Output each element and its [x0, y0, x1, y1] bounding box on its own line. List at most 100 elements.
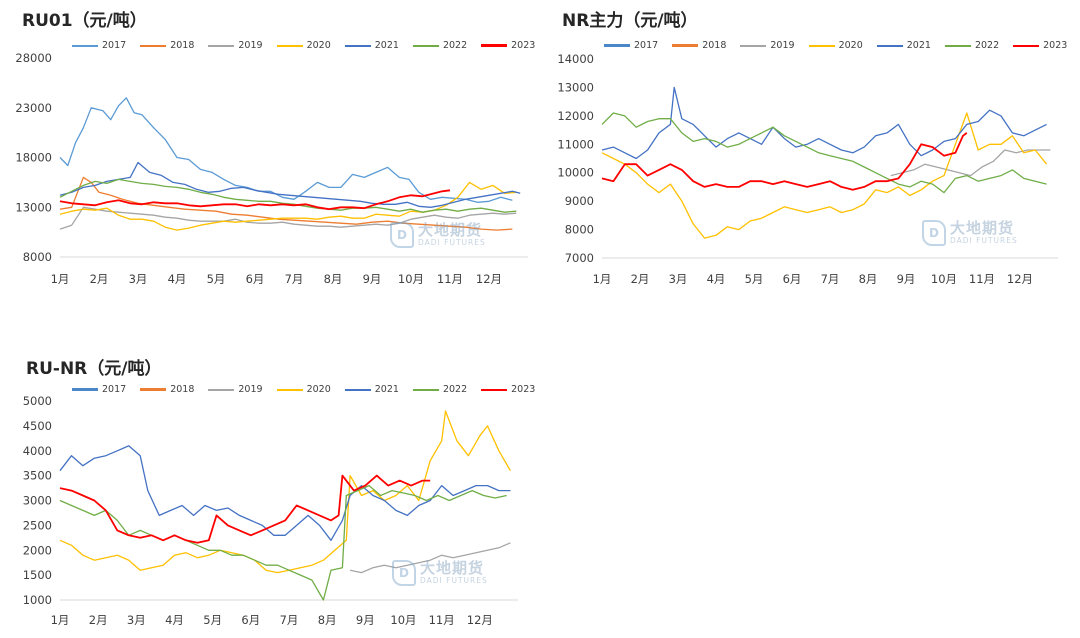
plot-area: 7000 8000 9000 10000 11000 12000 13000 14000 1月 2… [557, 52, 1058, 286]
legend-item-2023: 2023 [1013, 40, 1067, 51]
series-line-2019 [349, 542, 511, 574]
legend-label: 2022 [442, 384, 468, 395]
x-tick-label: 3月 [129, 272, 148, 286]
watermark-en: DADI FUTURES [950, 235, 1018, 245]
x-tick-label: 10月 [398, 272, 424, 286]
legend-label: 2022 [442, 40, 468, 51]
legend-swatch [481, 44, 508, 47]
x-tick-label: 8月 [859, 272, 878, 286]
y-tick-label: 2500 [23, 518, 52, 532]
legend-label: 2018 [170, 40, 195, 51]
x-tick-label: 3月 [669, 272, 688, 286]
legend-label: 2020 [306, 40, 331, 51]
dadi-logo-icon: D [922, 220, 946, 246]
legend-label: 2017 [102, 40, 127, 51]
series-line-2023 [59, 189, 451, 211]
x-tick-label: 5月 [745, 272, 764, 286]
legend-swatch [672, 44, 699, 47]
x-tick-label: 4月 [168, 272, 187, 286]
y-tick-label: 5000 [23, 394, 52, 408]
legend-item-2023: 2023 [481, 384, 535, 395]
y-tick-label: 28000 [15, 51, 52, 65]
plot-area: 8000 13000 18000 23000 28000 1月 2月 3月 4月 5月 6月 7月 8月… [15, 51, 528, 286]
legend-swatch [208, 44, 235, 47]
legend-label: 2020 [838, 40, 863, 51]
legend-swatch [1013, 44, 1040, 47]
legend-swatch [72, 44, 98, 47]
x-tick-label: 9月 [363, 272, 382, 286]
x-tick-label: 9月 [356, 613, 375, 627]
series-line-2023 [601, 132, 968, 191]
watermark-en: DADI FUTURES [420, 575, 488, 585]
watermark-cn: 大地期货 [420, 559, 485, 578]
x-tick-label: 2月 [631, 272, 650, 286]
legend-swatch [140, 44, 167, 47]
y-tick-label: 4500 [23, 419, 52, 433]
x-tick-label: 5月 [203, 613, 222, 627]
x-tick-label: 12月 [1007, 272, 1033, 286]
legend-label: 2019 [770, 40, 795, 51]
legend-item-2018: 2018 [140, 40, 194, 51]
y-tick-label: 2000 [23, 543, 52, 557]
legend-label: 2021 [374, 384, 399, 395]
legend-item-2021: 2021 [344, 384, 399, 395]
legend-swatch [481, 388, 508, 391]
chart-nr-main: NR主力（元/吨） 2017 2018 2019 2020 2021 2022 2023 7… [540, 0, 1080, 300]
legend-item-2022: 2022 [944, 40, 1000, 51]
legend-label: 2023 [1043, 40, 1068, 51]
y-tick-label: 13000 [557, 80, 594, 94]
legend-swatch [72, 388, 98, 391]
legend-label: 2021 [374, 40, 399, 51]
x-tick-label: 6月 [246, 272, 265, 286]
y-tick-label: 11000 [557, 137, 594, 151]
chart-legend: 2017 2018 2019 2020 2021 2022 2023 [72, 40, 549, 51]
series-line-2020 [59, 181, 517, 231]
x-tick-label: 2月 [89, 613, 108, 627]
x-tick-label: 10月 [931, 272, 957, 286]
legend-label: 2019 [238, 40, 263, 51]
legend-swatch [604, 44, 630, 47]
y-tick-label: 4000 [23, 444, 52, 458]
legend-swatch [276, 44, 303, 47]
x-tick-label: 1月 [593, 272, 612, 286]
x-tick-label: 2月 [90, 272, 109, 286]
series-line-2021 [59, 161, 521, 208]
series-line-2022 [601, 112, 1047, 194]
legend-swatch [344, 388, 371, 391]
legend-label: 2023 [511, 40, 536, 51]
series-line-2022 [59, 484, 507, 601]
y-tick-label: 7000 [565, 251, 594, 265]
y-tick-label: 8000 [23, 250, 52, 264]
x-tick-label: 7月 [280, 613, 299, 627]
y-tick-label: 12000 [557, 109, 594, 123]
y-tick-label: 3000 [23, 494, 52, 508]
x-tick-label: 5月 [207, 272, 226, 286]
legend-label: 2017 [102, 384, 127, 395]
series-line-2019 [890, 149, 1051, 177]
watermark: D 大地期货 DADI FUTURES [922, 220, 1018, 246]
x-tick-label: 10月 [390, 613, 416, 627]
series-line-2021 [601, 86, 1047, 160]
y-tick-label: 13000 [15, 200, 52, 214]
series-line-2021 [59, 445, 511, 541]
y-tick-label: 3500 [23, 469, 52, 483]
x-tick-label: 7月 [821, 272, 840, 286]
dadi-logo-icon: D [392, 560, 416, 586]
legend-item-2021: 2021 [344, 40, 399, 51]
legend-swatch [944, 44, 971, 47]
chart-ru-nr-spread: RU-NR（元/吨） 2017 2018 2019 2020 2021 2022 2023 … [0, 348, 540, 638]
legend-item-2020: 2020 [276, 384, 331, 395]
series-line-2023 [59, 474, 431, 544]
watermark: D 大地期货 DADI FUTURES [392, 560, 488, 586]
legend-label: 2018 [702, 40, 727, 51]
y-tick-label: 10000 [557, 166, 594, 180]
series-line-2022 [59, 178, 517, 213]
chart-legend: 2017 2018 2019 2020 2021 2022 2023 [604, 40, 1080, 51]
watermark-cn: 大地期货 [950, 219, 1015, 238]
y-tick-label: 23000 [15, 101, 52, 115]
legend-label: 2022 [974, 40, 1000, 51]
x-tick-label: 11月 [429, 613, 455, 627]
legend-item-2018: 2018 [140, 384, 194, 395]
legend-label: 2020 [306, 384, 331, 395]
x-tick-label: 6月 [783, 272, 802, 286]
